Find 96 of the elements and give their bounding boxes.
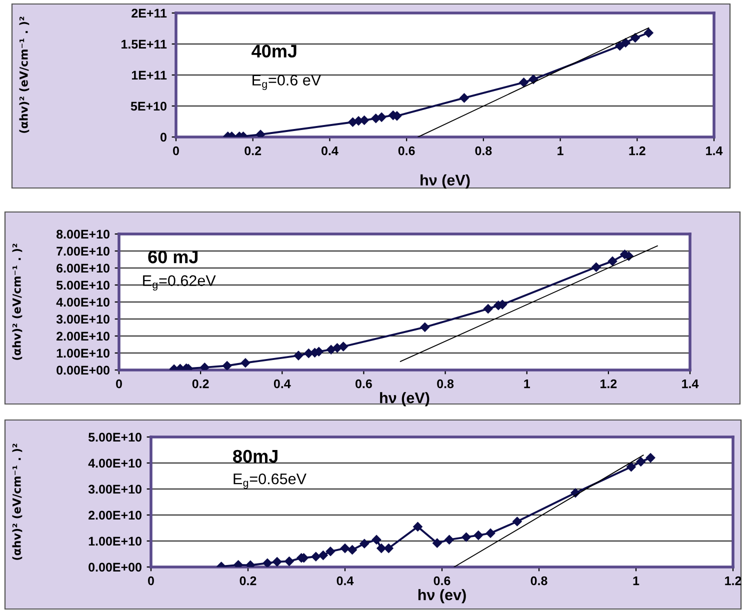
x-tick-label: 0.2 bbox=[240, 576, 256, 586]
y-tick-label: 1.00E+10 bbox=[56, 348, 110, 358]
point bbox=[284, 556, 294, 566]
x-tick-label: 0.2 bbox=[244, 146, 262, 156]
point bbox=[338, 342, 348, 352]
y-tick-label: 4.00E+10 bbox=[88, 458, 142, 468]
x-tick-label: 0.4 bbox=[322, 146, 338, 156]
x-tick-label: 0.4 bbox=[274, 379, 291, 388]
point bbox=[620, 38, 630, 48]
point bbox=[512, 516, 522, 526]
y-tick-label: 1.5E+11 bbox=[122, 40, 167, 49]
x-tick-label: 1.4 bbox=[682, 379, 699, 388]
x-tick-label: 0 bbox=[173, 146, 179, 156]
y-tick-label: 1E+11 bbox=[132, 70, 167, 80]
annotation: 60 mJ bbox=[148, 250, 198, 264]
x-tick-label: 0.6 bbox=[356, 379, 372, 388]
point bbox=[360, 538, 370, 548]
point bbox=[262, 558, 272, 567]
point bbox=[413, 522, 422, 532]
point bbox=[644, 28, 654, 38]
point bbox=[348, 117, 358, 127]
point bbox=[384, 544, 394, 553]
x-tick-label: 1 bbox=[524, 379, 530, 388]
point bbox=[462, 532, 471, 542]
y-tick-label: 4.00E+10 bbox=[56, 298, 110, 307]
x-tick-label: 0.8 bbox=[530, 576, 548, 586]
point bbox=[646, 453, 656, 462]
point bbox=[240, 358, 250, 368]
point bbox=[256, 130, 266, 137]
x-tick-label: 1.2 bbox=[600, 379, 617, 388]
y-tick-label: 2E+11 bbox=[132, 8, 167, 18]
point bbox=[326, 546, 336, 556]
annotation: 40mJ bbox=[252, 44, 296, 58]
y-tick-label: 5E+10 bbox=[130, 102, 166, 111]
point bbox=[332, 343, 342, 353]
x-axis-title: hν (ev) bbox=[418, 589, 466, 604]
point bbox=[372, 535, 382, 544]
y-axis-title: (αhv)² (eV/cm⁻¹ . )² bbox=[19, 16, 30, 133]
point bbox=[222, 361, 232, 370]
y-tick-label: 7.00E+10 bbox=[56, 246, 110, 256]
point bbox=[420, 322, 430, 332]
x-tick-label: 0.2 bbox=[192, 379, 209, 388]
y-tick-label: 3.00E+10 bbox=[56, 314, 110, 324]
annotation: E$_{g}$=0.6 eV bbox=[252, 74, 322, 90]
point bbox=[630, 33, 640, 42]
y-tick-label: 1.00E+10 bbox=[88, 536, 142, 546]
y-tick-label: 8.00E+10 bbox=[56, 230, 110, 239]
point bbox=[528, 74, 538, 84]
x-tick-label: 1 bbox=[558, 146, 564, 156]
y-tick-label: 5.00E+10 bbox=[56, 280, 110, 290]
x-tick-label: 1.4 bbox=[706, 146, 723, 156]
point bbox=[200, 362, 210, 370]
point bbox=[636, 457, 646, 466]
point bbox=[486, 528, 496, 538]
point bbox=[234, 560, 243, 567]
y-axis-title: (αhv)² (eV/cm⁻¹ . )² bbox=[12, 444, 22, 560]
point bbox=[272, 557, 282, 566]
point bbox=[519, 78, 528, 88]
point bbox=[608, 256, 618, 266]
point bbox=[340, 544, 350, 553]
point bbox=[483, 304, 493, 314]
x-tick-label: 0.4 bbox=[336, 576, 354, 586]
x-tick-label: 0.6 bbox=[398, 146, 415, 156]
point bbox=[326, 344, 336, 354]
x-tick-label: 0.6 bbox=[434, 576, 450, 586]
x-axis-title: hν (eV) bbox=[420, 174, 470, 189]
point bbox=[444, 535, 454, 544]
y-tick-label: 5.00E+10 bbox=[88, 432, 142, 442]
annotation: E$_{g}$=0.65eV bbox=[234, 473, 306, 489]
point bbox=[474, 530, 483, 540]
y-tick-label: 0 bbox=[160, 132, 166, 142]
y-tick-label: 2.00E+10 bbox=[88, 510, 142, 520]
point bbox=[460, 93, 469, 103]
point bbox=[626, 462, 636, 472]
y-axis-title: (αhv)² (eV/cm⁻¹ . )² bbox=[12, 244, 22, 360]
y-tick-label: 3.00E+10 bbox=[88, 484, 142, 494]
point bbox=[432, 538, 442, 548]
point bbox=[376, 544, 386, 553]
point bbox=[376, 112, 386, 122]
y-tick-label: 0.00E+00 bbox=[56, 366, 110, 375]
point bbox=[304, 348, 314, 358]
point bbox=[348, 545, 357, 554]
y-tick-label: 0.00E+00 bbox=[88, 562, 142, 572]
y-tick-label: 2.00E+10 bbox=[56, 332, 110, 341]
point bbox=[615, 41, 624, 50]
x-tick-label: 0.8 bbox=[475, 146, 492, 156]
point bbox=[294, 350, 304, 360]
y-tick-label: 6.00E+10 bbox=[56, 264, 110, 273]
x-axis-title: hν (eV) bbox=[380, 392, 430, 406]
point bbox=[318, 550, 328, 560]
point bbox=[311, 552, 321, 562]
x-tick-label: 1 bbox=[633, 576, 640, 586]
annotation: 80mJ bbox=[233, 450, 278, 463]
x-tick-label: 0.8 bbox=[437, 379, 454, 388]
x-tick-label: 1.2 bbox=[629, 146, 646, 156]
point bbox=[592, 262, 601, 272]
